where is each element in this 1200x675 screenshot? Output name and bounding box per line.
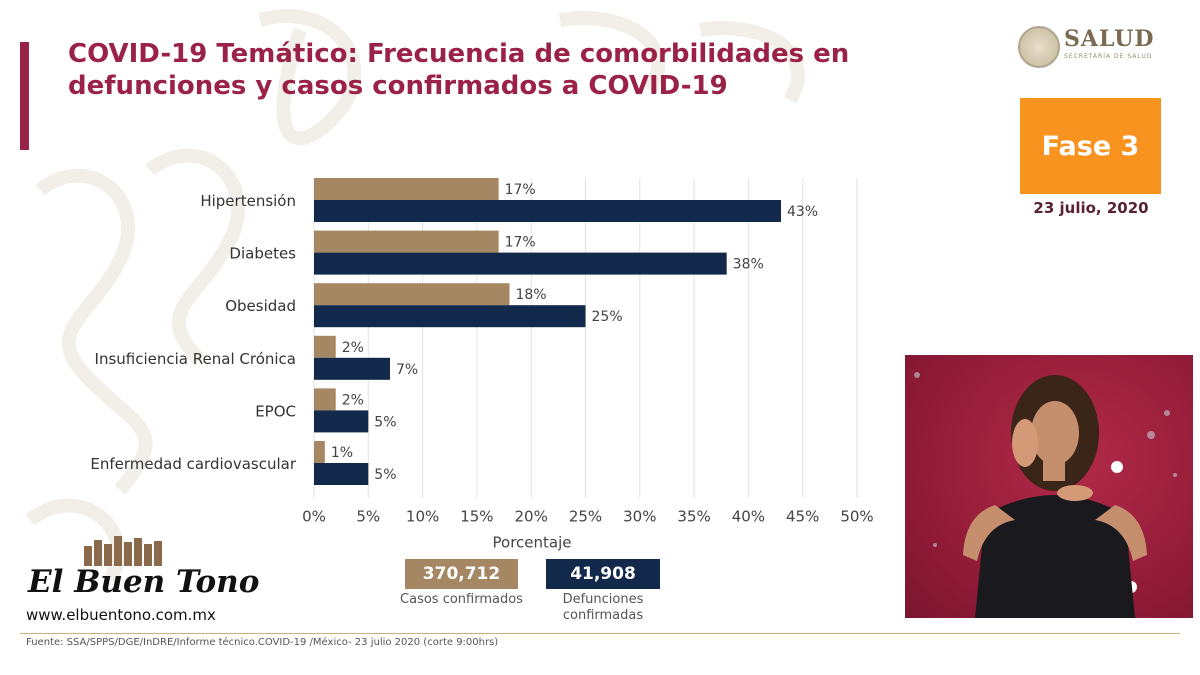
interpreter-figure <box>914 372 1177 618</box>
comorbidity-bar-chart: 0% 5% 10% 15% 20% 25% 30% 35% 40% 45% 50% Porcentaj… <box>90 178 874 552</box>
data-label: 25% <box>592 309 623 325</box>
category-label: Hipertensión <box>200 192 296 210</box>
bar <box>314 388 336 411</box>
phase-badge: Fase 3 <box>1020 98 1161 194</box>
x-axis-title: Porcentaje <box>493 534 572 552</box>
report-date: 23 julio, 2020 <box>1033 199 1149 217</box>
data-label: 5% <box>374 414 396 430</box>
category-label: Obesidad <box>225 297 296 315</box>
x-tick-label: 10% <box>406 508 439 526</box>
data-label: 43% <box>787 204 818 220</box>
data-label: 38% <box>733 257 764 273</box>
bar <box>314 305 586 328</box>
category-label: EPOC <box>255 402 296 420</box>
deaths-count-label: Defunciones confirmadas <box>562 592 644 623</box>
bar <box>314 441 325 463</box>
data-label: 17% <box>505 235 536 251</box>
data-label: 18% <box>515 287 546 303</box>
cases-count-box: 370,712 <box>405 559 518 589</box>
category-label: Insuficiencia Renal Crónica <box>95 350 296 368</box>
watermark-name: El Buen Tono <box>28 564 260 600</box>
bar <box>314 357 391 380</box>
bar <box>314 200 781 222</box>
national-seal-icon <box>1018 26 1060 68</box>
watermark-url: www.elbuentono.com.mx <box>26 606 216 624</box>
salud-logo: SALUD SECRETARÍA DE SALUD <box>1018 24 1168 70</box>
title-accent-bar <box>20 42 29 150</box>
data-label: 2% <box>342 392 364 408</box>
bar <box>314 230 499 253</box>
category-label: Enfermedad cardiovascular <box>90 455 296 473</box>
data-label: 7% <box>396 362 418 378</box>
sign-language-interpreter-video <box>905 355 1193 618</box>
logo-subtitle: SECRETARÍA DE SALUD <box>1064 53 1153 60</box>
x-tick-label: 15% <box>460 508 493 526</box>
bar <box>314 283 510 306</box>
x-tick-label: 30% <box>623 508 656 526</box>
deaths-count-box: 41,908 <box>546 559 660 589</box>
bar <box>314 410 369 433</box>
el-buen-tono-watermark: El Buen Tono www.elbuentono.com.mx <box>26 536 276 633</box>
data-label: 1% <box>331 445 353 461</box>
bar <box>314 463 369 485</box>
source-footnote: Fuente: SSA/SPPS/DGE/InDRE/Informe técni… <box>26 637 499 648</box>
x-tick-label: 45% <box>786 508 819 526</box>
bar <box>314 252 727 275</box>
logo-word: SALUD <box>1064 26 1155 52</box>
data-label: 17% <box>505 182 536 198</box>
cases-count-label: Casos confirmados <box>400 592 523 607</box>
data-label: 2% <box>342 340 364 356</box>
footer-divider <box>20 633 1180 634</box>
x-tick-label: 35% <box>677 508 710 526</box>
x-tick-label: 5% <box>356 508 380 526</box>
watermark-crowd-icon <box>84 536 162 566</box>
bar <box>314 335 336 358</box>
x-tick-label: 25% <box>569 508 602 526</box>
page-title: COVID-19 Temático: Frecuencia de comorbi… <box>68 39 850 101</box>
x-tick-label: 40% <box>732 508 765 526</box>
category-label: Diabetes <box>229 245 296 263</box>
data-label: 5% <box>374 467 396 483</box>
x-tick-label: 0% <box>302 508 326 526</box>
x-tick-label: 50% <box>840 508 873 526</box>
bar <box>314 178 499 200</box>
x-tick-label: 20% <box>515 508 548 526</box>
